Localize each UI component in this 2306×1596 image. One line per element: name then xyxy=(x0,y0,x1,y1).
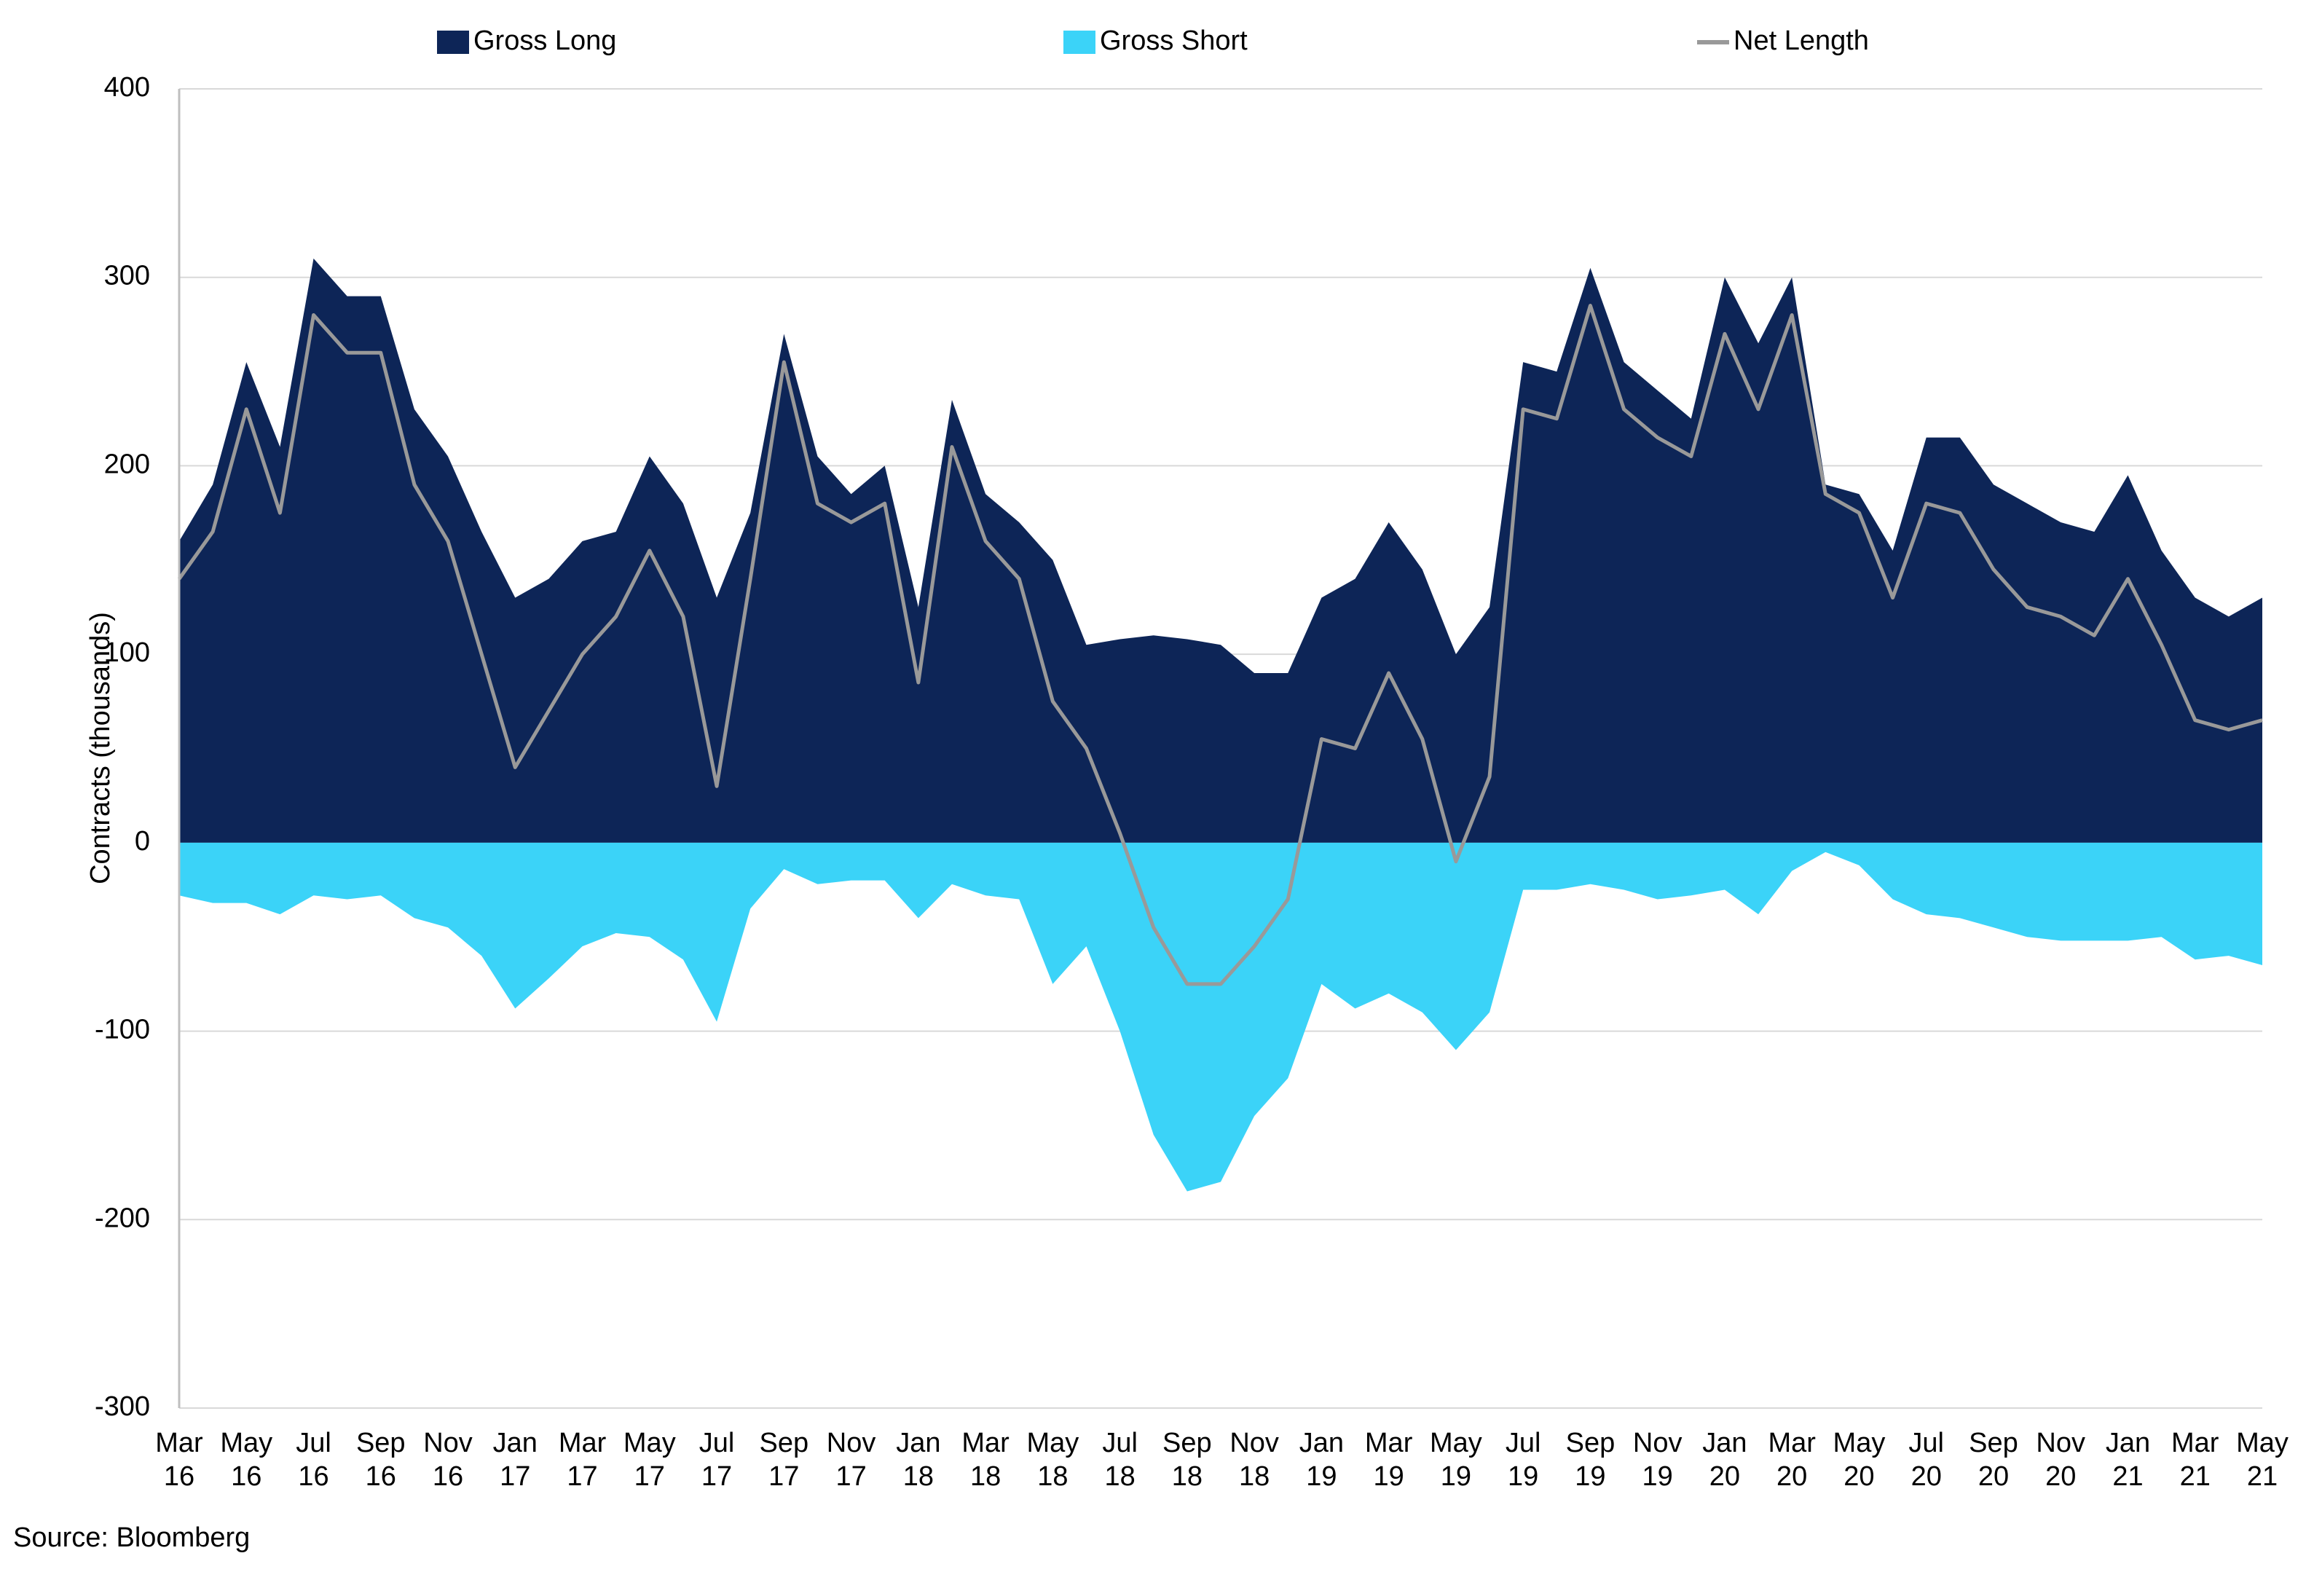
x-tick-label: Jan 19 xyxy=(1299,1428,1344,1492)
x-tick-label: Nov 16 xyxy=(423,1428,473,1492)
area xyxy=(179,842,2262,1192)
x-tick-label: Mar 20 xyxy=(1768,1428,1816,1492)
x-tick-label: Sep 18 xyxy=(1162,1428,1212,1492)
y-tick-label: 0 xyxy=(135,826,150,857)
x-tick-label: Sep 16 xyxy=(356,1428,406,1492)
x-tick-label: Jan 18 xyxy=(896,1428,940,1492)
x-tick-label: Mar 17 xyxy=(559,1428,607,1492)
legend-swatch xyxy=(437,31,469,54)
x-tick-label: May 17 xyxy=(623,1428,676,1492)
y-tick-label: -200 xyxy=(95,1203,150,1233)
x-tick-label: May 16 xyxy=(220,1428,272,1492)
x-tick-label: May 20 xyxy=(1833,1428,1886,1492)
x-tick-label: Nov 17 xyxy=(827,1428,876,1492)
x-tick-label: Jul 16 xyxy=(296,1428,331,1492)
legend-label: Net Length xyxy=(1734,25,1869,56)
x-tick-label: Nov 18 xyxy=(1229,1428,1279,1492)
x-tick-label: Sep 19 xyxy=(1566,1428,1616,1492)
x-tick-label: Mar 16 xyxy=(155,1428,203,1492)
x-tick-label: Nov 19 xyxy=(1633,1428,1683,1492)
x-tick-label: Mar 19 xyxy=(1365,1428,1413,1492)
x-tick-label: May 21 xyxy=(2236,1428,2289,1492)
x-tick-label: Jul 17 xyxy=(699,1428,735,1492)
legend-swatch xyxy=(1063,31,1095,54)
y-tick-label: 100 xyxy=(104,637,150,668)
legend-label: Gross Short xyxy=(1100,25,1248,56)
y-tick-label: 300 xyxy=(104,261,150,291)
y-axis-label: Contracts (thousands) xyxy=(85,612,116,884)
x-tick-label: Jul 18 xyxy=(1102,1428,1138,1492)
x-tick-label: Jan 17 xyxy=(493,1428,538,1492)
x-tick-label: Nov 20 xyxy=(2036,1428,2085,1492)
y-tick-label: 400 xyxy=(104,72,150,103)
y-tick-label: 200 xyxy=(104,449,150,479)
source: Source: Bloomberg xyxy=(13,1522,250,1553)
line xyxy=(177,304,2263,986)
y-tick-label: -300 xyxy=(95,1391,150,1422)
x-tick-label: Sep 20 xyxy=(1969,1428,2018,1492)
x-tick-label: Jan 20 xyxy=(1702,1428,1747,1492)
legend-label: Gross Long xyxy=(473,25,616,56)
x-tick-label: Mar 21 xyxy=(2171,1428,2219,1492)
x-tick-label: Sep 17 xyxy=(760,1428,809,1492)
x-tick-label: Jul 20 xyxy=(1908,1428,1944,1492)
x-tick-label: Mar 18 xyxy=(961,1428,1010,1492)
x-tick-label: Jan 21 xyxy=(2106,1428,2150,1492)
y-tick-label: -100 xyxy=(95,1015,150,1045)
x-tick-label: Jul 19 xyxy=(1506,1428,1541,1492)
x-tick-label: May 18 xyxy=(1026,1428,1079,1492)
x-tick-label: May 19 xyxy=(1430,1428,1482,1492)
area xyxy=(179,258,2262,843)
